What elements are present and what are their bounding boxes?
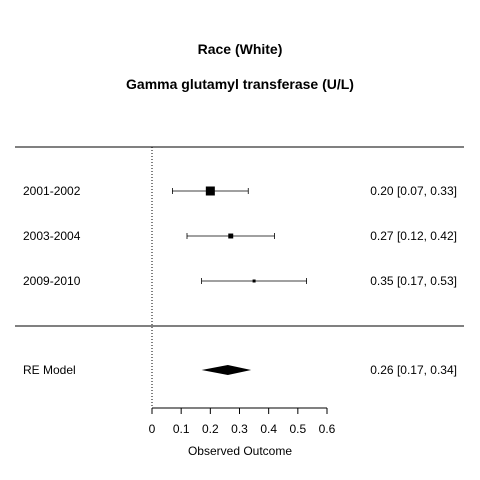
summary-label: RE Model — [23, 363, 76, 377]
summary-diamond — [201, 365, 252, 375]
point-estimate — [205, 186, 215, 196]
estimate-text: 0.20 [0.07, 0.33] — [370, 184, 457, 198]
x-axis-label: Observed Outcome — [188, 444, 292, 458]
summary-text: 0.26 [0.17, 0.34] — [370, 363, 457, 377]
study-label: 2009-2010 — [23, 274, 81, 288]
study-label: 2003-2004 — [23, 229, 81, 243]
x-tick-label: 0.3 — [231, 422, 248, 436]
x-tick-label: 0.5 — [289, 422, 306, 436]
estimate-text: 0.35 [0.17, 0.53] — [370, 274, 457, 288]
study-label: 2001-2002 — [23, 184, 81, 198]
chart-subtitle: Gamma glutamyl transferase (U/L) — [126, 76, 354, 92]
x-tick-label: 0.2 — [202, 422, 219, 436]
x-tick-label: 0.4 — [260, 422, 277, 436]
chart-title: Race (White) — [198, 41, 283, 57]
estimate-text: 0.27 [0.12, 0.42] — [370, 229, 457, 243]
x-tick-label: 0.6 — [319, 422, 336, 436]
point-estimate — [252, 279, 256, 283]
point-estimate — [228, 233, 234, 239]
x-tick-label: 0 — [149, 422, 156, 436]
x-tick-label: 0.1 — [173, 422, 190, 436]
